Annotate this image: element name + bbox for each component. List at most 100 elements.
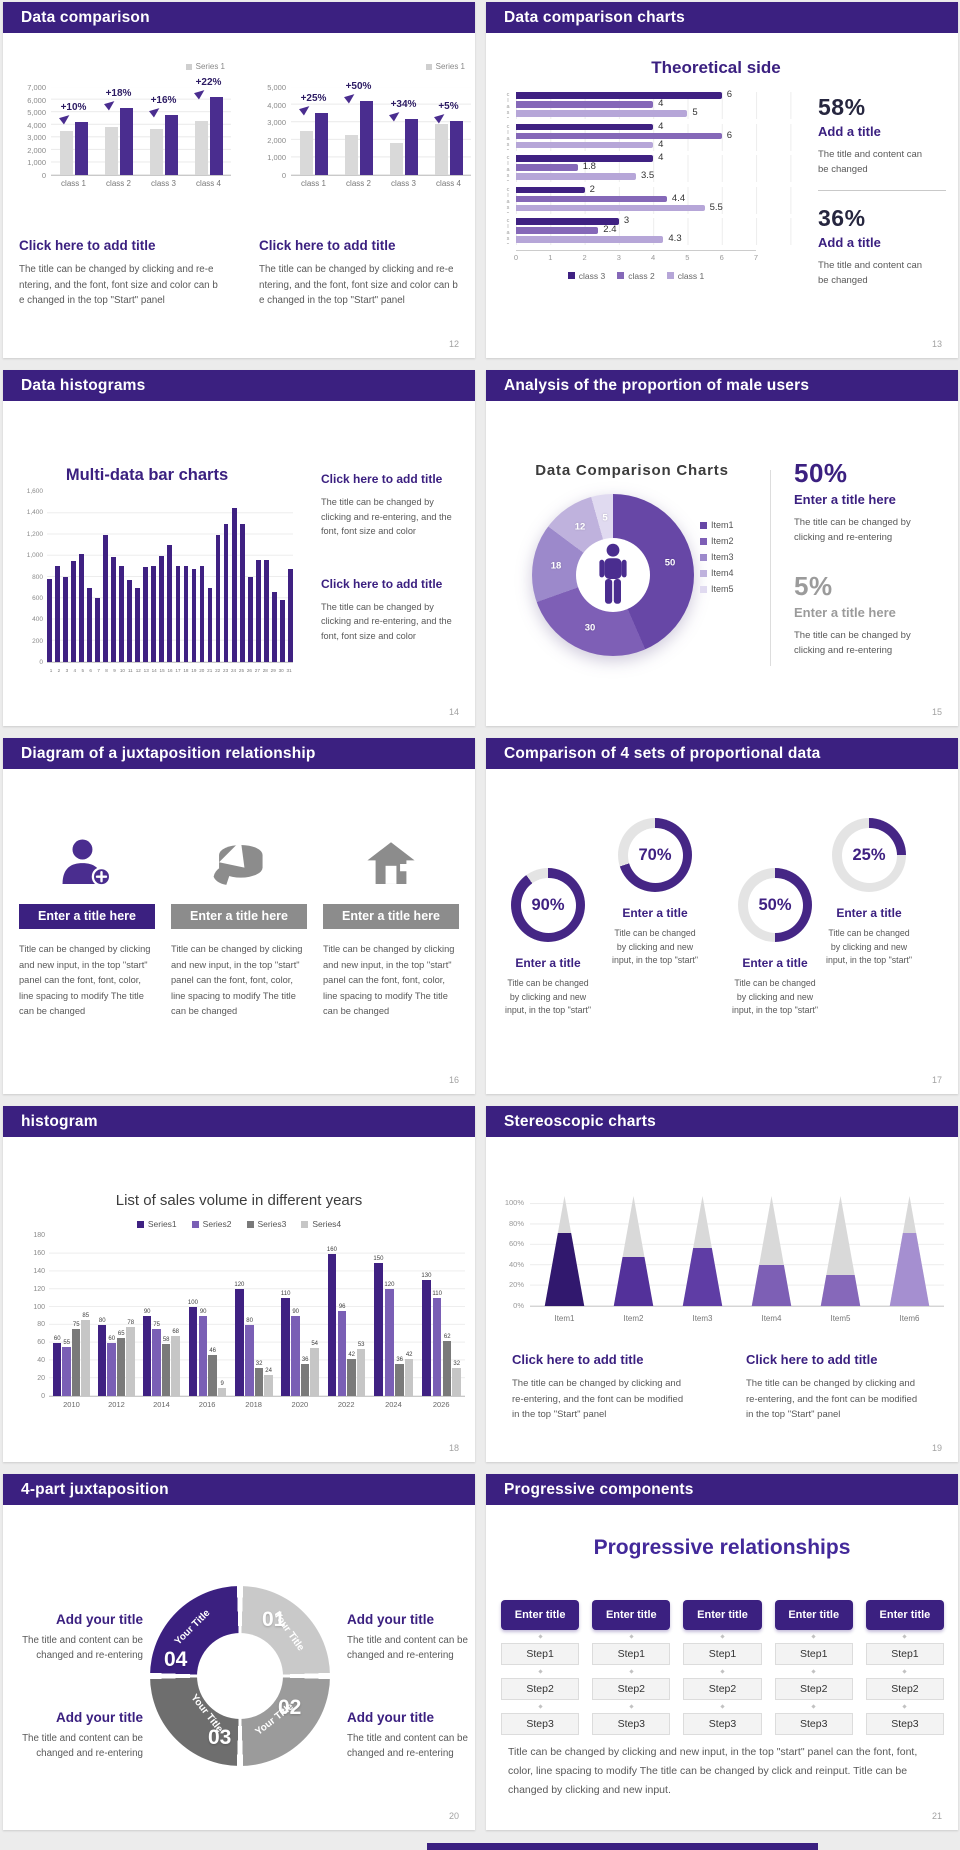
step-box[interactable]: Step2 [592,1678,671,1700]
step-box[interactable]: Step1 [592,1643,671,1665]
diamond-separator-icon [902,1669,908,1674]
slide-male-users-proportion[interactable]: Analysis of the proportion of male users… [486,370,958,726]
diamond-separator-icon [537,1669,543,1674]
building-icon [323,834,459,894]
diamond-separator-icon [537,1704,543,1709]
item-column: Enter a title here Title can be changed … [19,834,155,1020]
page-number: 18 [448,1443,459,1453]
diamond-separator-icon [629,1669,634,1674]
item-body: Title can be changed by clicking and new… [19,944,151,1016]
enter-title-button[interactable]: Enter title [683,1600,762,1630]
step-box[interactable]: Step3 [774,1713,853,1735]
page-number: 20 [448,1811,459,1821]
enter-title-button[interactable]: Enter title [501,1600,580,1630]
slide-data-comparison-charts[interactable]: Data comparison charts Theoretical side … [486,2,958,358]
slide-progressive-components[interactable]: Progressive components Progressive relat… [486,1474,958,1830]
chart-title: Theoretical side [651,58,781,77]
text-block: Click here to add title The title can be… [259,238,471,309]
stat-title[interactable]: Enter a title here [794,492,896,507]
step-box[interactable]: Step1 [865,1643,945,1665]
slide-title-bar: Data comparison charts [486,2,958,33]
male-person-icon [599,543,627,604]
item-title-bar[interactable]: Enter a title here [323,904,459,929]
stats-column: 50% Enter a title here The title can be … [794,458,946,658]
step-box[interactable]: Step1 [774,1643,853,1665]
step-box[interactable]: Step3 [592,1713,671,1735]
text-block: Click here to add title The title can be… [321,472,475,539]
block-body: The title and content can be changed and… [347,1635,468,1661]
diamond-separator-icon [720,1704,725,1709]
slide-histogram[interactable]: histogram List of sales volume in differ… [3,1106,475,1462]
stat-title[interactable]: Add a title [818,124,881,139]
stat-title[interactable]: Enter a title here [794,605,896,620]
slide-title-bar: histogram [3,1106,475,1137]
block-title[interactable]: Click here to add title [321,576,443,591]
block-title[interactable]: Add your title [56,1710,143,1725]
block-body: The title can be changed by clicking and… [321,601,452,641]
diamond-separator-icon [902,1634,908,1639]
block-title[interactable]: Click here to add title [19,238,156,253]
step-box[interactable]: Step2 [501,1678,580,1700]
chart-legend: Series1 Series2 Series3 Series4 [3,1219,475,1229]
diamond-separator-icon [902,1704,908,1709]
donut-legend: Item1 Item2 Item3 Item4 Item5 [700,520,734,594]
item-title-bar[interactable]: Enter a title here [171,904,307,929]
block-body: The title can be changed by clicking and… [321,497,452,536]
text-block: Click here to add title The title can be… [512,1352,720,1423]
stat-block: 50% Enter a title here The title can be … [794,458,946,545]
step-box[interactable]: Step3 [501,1713,580,1735]
slide-title: Data comparison [21,8,150,26]
block-title[interactable]: Add your title [56,1612,143,1627]
page-number: 12 [448,339,459,349]
slide-data-histograms[interactable]: Data histograms Multi-data bar charts 1,… [3,370,475,726]
stat-block: 36% Add a title The title and content ca… [818,205,946,288]
step-box[interactable]: Step1 [683,1643,762,1665]
diamond-separator-icon [720,1669,725,1674]
slide-juxtaposition-diagram[interactable]: Diagram of a juxtaposition relationship … [3,738,475,1094]
slide-title-bar: Stereoscopic charts [486,1106,958,1137]
block-title[interactable]: Add your title [347,1710,434,1725]
histogram-chart: 1,600 1,400 1,200 1,000 800 600 400 200 0 1 2 3 4 5 6 7… [26,488,293,673]
slide-title: Data histograms [21,376,146,394]
hbar-chart: class… 6 4 5 class… 4 6 4 class… 4 1.8 3.5 class… 2 4.… [504,90,806,281]
diamond-separator-icon [811,1634,816,1639]
block-title[interactable]: Click here to add title [321,472,443,486]
block-title[interactable]: Click here to add title [512,1352,644,1367]
slide-4-part-juxtaposition[interactable]: 4-part juxtaposition 01 Your Title 02 Your … [3,1474,475,1830]
text-block: Click here to add title The title can be… [19,238,231,309]
diamond-separator-icon [811,1669,816,1674]
page-number: 16 [448,1075,459,1085]
chart-title: Data Comparison Charts [535,462,729,479]
stat-value: 58% [818,94,866,120]
slide-title-bar: Analysis of the proportion of male users [486,370,958,401]
item-title-bar[interactable]: Enter a title here [19,904,155,929]
slide-title-bar: 4-part juxtaposition [3,1474,475,1505]
paragraph: Title can be changed by clicking and new… [508,1745,918,1796]
step-box[interactable]: Step3 [865,1713,945,1735]
item-body: Title can be changed by clicking and new… [323,944,455,1016]
step-box[interactable]: Step2 [865,1678,945,1700]
slide-title: Diagram of a juxtaposition relationship [21,744,316,762]
block-title[interactable]: Add your title [347,1612,434,1627]
vertical-divider [770,470,771,666]
block-body: The title can be changed by clicking and… [19,264,218,306]
step-box[interactable]: Step3 [683,1713,762,1735]
enter-title-button[interactable]: Enter title [774,1600,853,1630]
stats-column: 58% Add a title The title and content ca… [818,94,946,288]
step-box[interactable]: Step2 [683,1678,762,1700]
slide-proportional-data-comparison[interactable]: Comparison of 4 sets of proportional dat… [486,738,958,1094]
stat-block: 5% Enter a title here The title can be c… [794,571,946,658]
slide-data-comparison[interactable]: Data comparison Series 1 7,000 6,000 5,000 4… [3,2,475,358]
block-title[interactable]: Click here to add title [746,1352,878,1367]
page-number: 15 [931,707,942,717]
stat-title[interactable]: Add a title [818,235,881,250]
stat-body: The title can be changed by clicking and… [794,630,911,656]
enter-title-button[interactable]: Enter title [865,1600,945,1630]
slide-title: Comparison of 4 sets of proportional dat… [504,744,821,762]
user-add-icon [19,834,155,894]
block-title[interactable]: Click here to add title [259,238,396,253]
step-box[interactable]: Step2 [774,1678,853,1700]
enter-title-button[interactable]: Enter title [592,1600,671,1630]
slide-stereoscopic-charts[interactable]: Stereoscopic charts 100% 80% 60% 40% 20% 0% It… [486,1106,958,1462]
step-box[interactable]: Step1 [501,1643,580,1665]
